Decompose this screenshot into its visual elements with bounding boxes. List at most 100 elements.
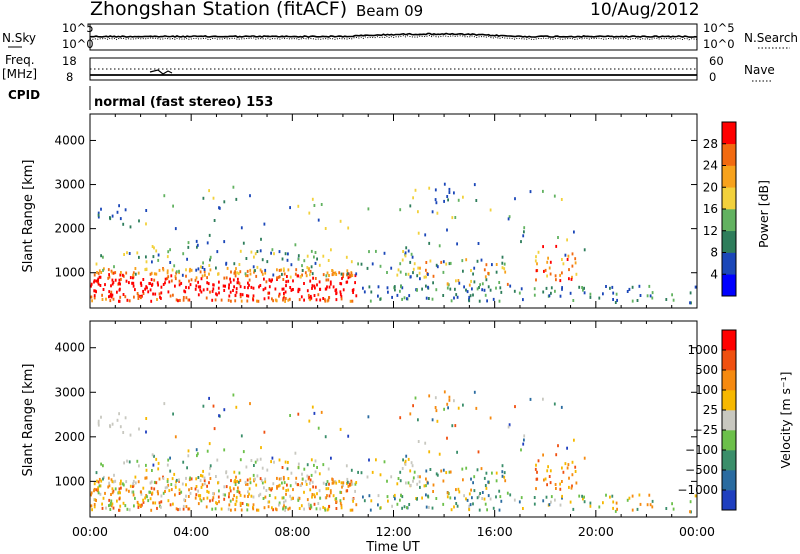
radar-cell <box>163 194 166 198</box>
radar-cell <box>263 430 266 434</box>
radar-cell <box>235 197 238 201</box>
radar-cell <box>132 271 135 275</box>
radar-cell <box>368 285 371 289</box>
radar-cell <box>289 275 292 279</box>
radar-cell <box>491 471 493 475</box>
radar-cell <box>261 258 264 262</box>
radar-cell <box>185 505 188 509</box>
radar-cell <box>534 467 537 471</box>
radar-cell <box>223 448 226 452</box>
radar-cell <box>175 298 178 302</box>
colorbar-swatch <box>722 490 736 511</box>
radar-cell <box>566 258 569 261</box>
radar-cell <box>90 295 93 299</box>
radar-cell <box>238 491 241 495</box>
radar-cell <box>160 291 163 295</box>
radar-cell <box>396 293 399 297</box>
radar-cell <box>195 268 198 272</box>
radar-cell <box>369 299 372 303</box>
radar-cell <box>322 481 325 485</box>
radar-cell <box>271 487 273 491</box>
radar-cell <box>287 268 290 272</box>
radar-cell <box>308 475 310 479</box>
radar-cell <box>134 267 137 270</box>
radar-cell <box>252 473 255 477</box>
radar-cell <box>246 294 248 298</box>
radar-cell <box>187 454 190 458</box>
radar-cell <box>305 482 308 486</box>
radar-cell <box>612 500 615 504</box>
radar-cell <box>523 226 526 230</box>
radar-cell <box>548 294 551 298</box>
radar-cell <box>362 495 364 499</box>
radar-cell <box>450 508 453 512</box>
radar-cell <box>156 490 159 494</box>
radar-cell <box>589 292 592 296</box>
radar-cell <box>612 506 614 510</box>
radar-cell <box>443 390 446 394</box>
radar-cell <box>108 295 110 299</box>
radar-cell <box>631 285 634 289</box>
radar-cell <box>513 289 516 293</box>
radar-cell <box>122 222 125 226</box>
radar-cell <box>278 294 280 298</box>
radar-cell <box>434 188 437 192</box>
radar-cell <box>583 495 585 499</box>
radar-cell <box>236 271 239 275</box>
radar-cell <box>253 464 255 467</box>
radar-cell <box>145 468 148 472</box>
radar-cell <box>187 241 190 245</box>
radar-cell <box>153 246 155 250</box>
radar-cell <box>217 495 220 499</box>
radar-cell <box>197 280 199 284</box>
radar-cell <box>197 502 200 506</box>
radar-cell <box>209 477 212 480</box>
radar-cell <box>305 274 308 278</box>
radar-cell <box>95 262 98 266</box>
radar-cell <box>107 485 110 489</box>
radar-cell <box>287 460 289 464</box>
radar-cell <box>446 228 448 232</box>
radar-cell <box>465 497 467 501</box>
radar-cell <box>95 279 98 283</box>
radar-cell <box>399 270 402 274</box>
radar-cell <box>449 496 452 500</box>
radar-cell <box>260 237 262 241</box>
radar-cell <box>118 490 120 494</box>
radar-cell <box>339 219 342 223</box>
radar-cell <box>273 252 275 256</box>
radar-cell <box>311 493 314 496</box>
radar-cell <box>498 508 501 512</box>
radar-cell <box>208 442 211 446</box>
radar-cell <box>98 269 101 273</box>
radar-cell <box>440 469 443 473</box>
radar-cell <box>153 278 156 282</box>
radar-cell <box>457 198 460 202</box>
radar-cell <box>151 491 154 495</box>
radar-cell <box>375 458 377 462</box>
radar-cell <box>357 470 359 474</box>
radar-cell <box>347 484 350 488</box>
radar-cell <box>246 503 248 507</box>
radar-cell <box>529 397 532 401</box>
radar-cell <box>331 481 334 485</box>
radar-cell <box>95 499 97 502</box>
radar-cell <box>330 456 332 460</box>
radar-cell <box>393 493 396 497</box>
radar-cell <box>431 418 434 422</box>
radar-cell <box>390 266 393 270</box>
radar-cell <box>578 285 581 289</box>
radar-cell <box>476 287 479 291</box>
radar-cell <box>263 222 266 226</box>
radar-cell <box>470 477 472 481</box>
radar-cell <box>166 271 169 275</box>
radar-cell <box>498 281 501 284</box>
radar-cell <box>245 465 248 469</box>
radar-cell <box>164 490 166 493</box>
radar-cell <box>342 272 345 276</box>
radar-cell <box>301 264 303 268</box>
radar-cell <box>651 505 654 509</box>
radar-cell <box>111 271 114 275</box>
radar-cell <box>178 488 181 492</box>
radar-cell <box>226 266 229 270</box>
